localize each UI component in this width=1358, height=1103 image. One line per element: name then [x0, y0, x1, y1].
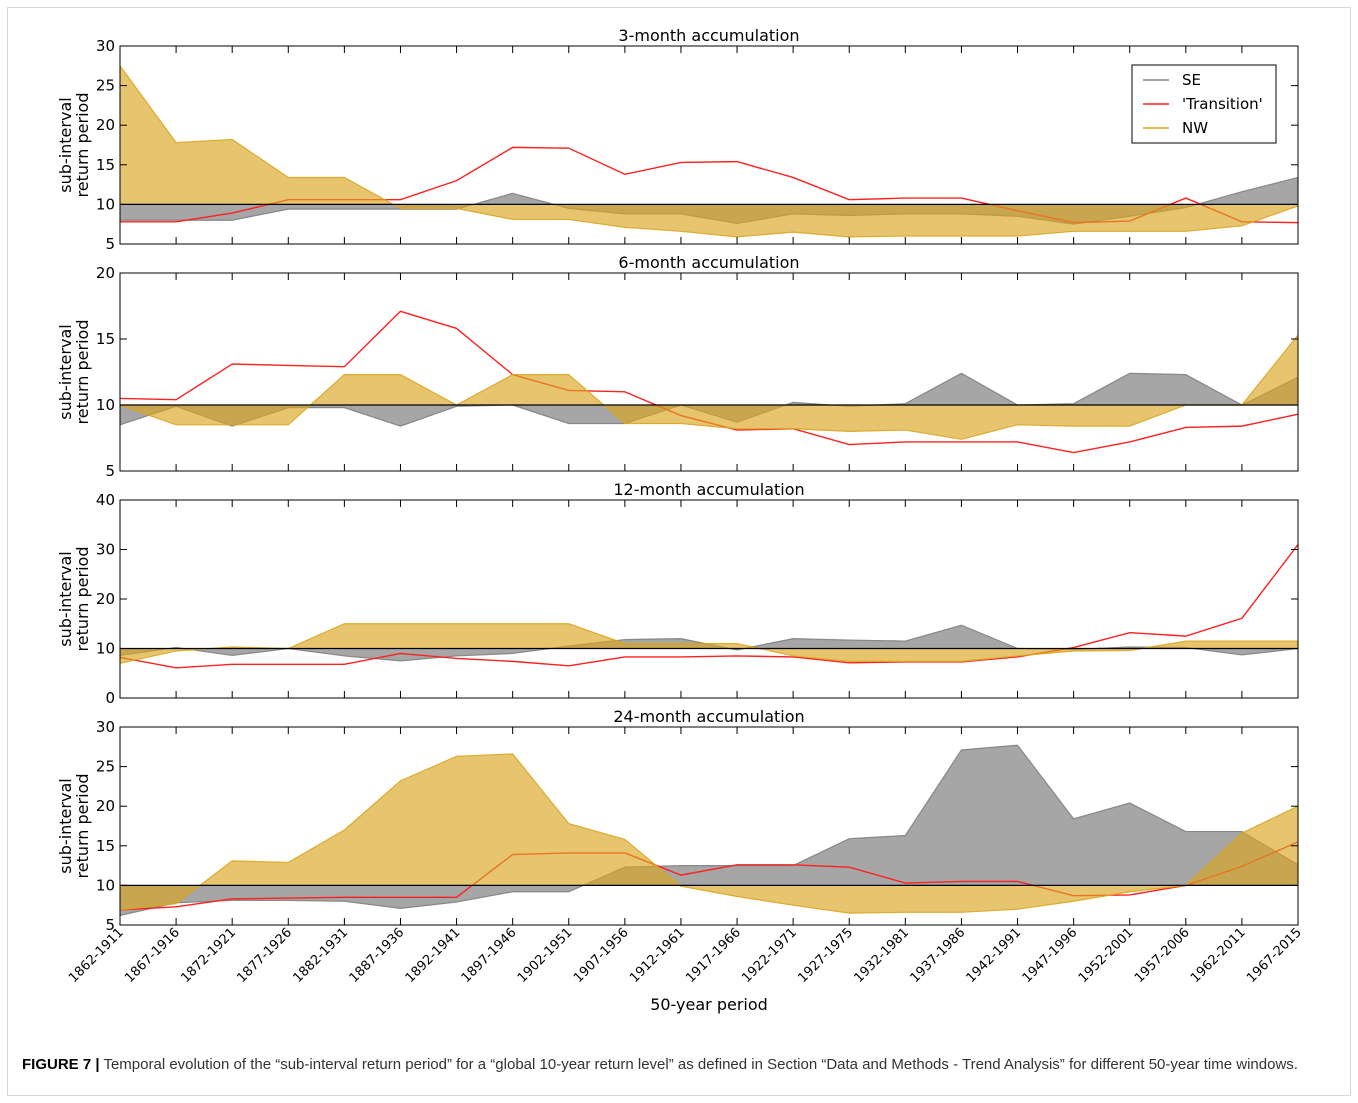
y-tick-label: 30 [96, 718, 115, 736]
x-tick-label: 1962-2011 [1188, 925, 1249, 986]
y-axis-label-line: return period [73, 320, 92, 425]
x-tick-label: 1882-1931 [290, 925, 351, 986]
caption-text: Temporal evolution of the “sub-interval … [103, 1056, 1298, 1073]
y-tick-label: 20 [96, 116, 115, 134]
x-tick-label: 1862-1911 [66, 925, 127, 986]
plot-frame [119, 272, 1299, 472]
caption: FIGURE 7 | Temporal evolution of the “su… [22, 1053, 1322, 1077]
y-axis-label: sub-intervalreturn period [56, 93, 92, 198]
y-tick-label: 5 [105, 235, 115, 253]
x-tick-label: 1912-1961 [627, 925, 688, 986]
x-tick-label: 1897-1946 [459, 925, 520, 986]
area [120, 745, 1298, 916]
y-tick-label: 25 [96, 77, 115, 95]
panel-title: 6-month accumulation [618, 253, 799, 272]
plot-frame [119, 499, 1299, 699]
x-tick-label: 1872-1921 [178, 925, 239, 986]
x-tick-label: 1927-1975 [795, 925, 856, 986]
y-axis-label: sub-intervalreturn period [56, 547, 92, 652]
y-tick-label: 20 [96, 264, 115, 282]
x-tick-label: 1907-1956 [571, 925, 632, 986]
area-edge [119, 753, 1299, 914]
area-edge [119, 65, 1299, 238]
y-axis-label-line: sub-interval [56, 778, 75, 873]
y-tick-label: 10 [96, 195, 115, 213]
y-tick-label: 10 [96, 876, 115, 894]
area-edge [119, 334, 1299, 440]
y-axis-label-line: sub-interval [56, 97, 75, 192]
x-tick-label: 1877-1926 [234, 925, 295, 986]
y-tick-label: 40 [96, 491, 115, 509]
panel-title: 12-month accumulation [613, 480, 804, 499]
y-tick-label: 30 [96, 541, 115, 559]
x-tick-label: 1967-2015 [1244, 925, 1305, 986]
area-edge [119, 744, 1299, 917]
area [120, 335, 1298, 440]
legend-label: SE [1182, 71, 1201, 89]
y-axis-label-line: return period [73, 547, 92, 652]
area [120, 625, 1298, 661]
y-tick-label: 10 [96, 396, 115, 414]
area [120, 65, 1298, 237]
figure-border [7, 7, 1351, 1096]
x-tick-label: 1892-1941 [403, 925, 464, 986]
caption-label: FIGURE 7 | [22, 1056, 100, 1073]
x-tick-label: 1922-1971 [739, 925, 800, 986]
y-axis-label: sub-intervalreturn period [56, 774, 92, 879]
y-tick-label: 0 [105, 689, 115, 707]
x-tick-label: 1947-1996 [1020, 925, 1081, 986]
x-tick-label: 1887-1936 [347, 925, 408, 986]
y-axis-label-line: return period [73, 93, 92, 198]
panel-title: 24-month accumulation [613, 707, 804, 726]
x-tick-label: 1917-1966 [683, 925, 744, 986]
x-tick-label: 1957-2006 [1132, 925, 1193, 986]
x-tick-label: 1867-1916 [122, 925, 183, 986]
line [119, 544, 1299, 669]
area [120, 753, 1298, 914]
x-tick-label: 1942-1991 [964, 925, 1025, 986]
y-tick-label: 10 [96, 640, 115, 658]
area [120, 373, 1298, 427]
x-axis-label: 50-year period [650, 995, 768, 1014]
x-tick-label: 1902-1951 [515, 925, 576, 986]
legend-label: NW [1182, 119, 1208, 137]
y-axis-label-line: sub-interval [56, 324, 75, 419]
y-tick-label: 25 [96, 758, 115, 776]
y-axis-label-line: return period [73, 774, 92, 879]
legend-label: 'Transition' [1182, 95, 1263, 113]
x-tick-label: 1932-1981 [851, 925, 912, 986]
y-axis-label-line: sub-interval [56, 551, 75, 646]
y-tick-label: 15 [96, 156, 115, 174]
y-tick-label: 30 [96, 37, 115, 55]
y-axis-label: sub-intervalreturn period [56, 320, 92, 425]
y-tick-label: 15 [96, 330, 115, 348]
plot-frame [119, 726, 1299, 926]
plot-frame [119, 45, 1299, 245]
x-tick-label: 1952-2001 [1076, 925, 1137, 986]
area-edge [119, 623, 1298, 664]
y-tick-label: 20 [96, 797, 115, 815]
y-tick-label: 5 [105, 462, 115, 480]
y-tick-label: 5 [105, 916, 115, 934]
y-tick-label: 20 [96, 590, 115, 608]
x-tick-label: 1937-1986 [908, 925, 969, 986]
panel-title: 3-month accumulation [618, 26, 799, 45]
y-tick-label: 15 [96, 837, 115, 855]
